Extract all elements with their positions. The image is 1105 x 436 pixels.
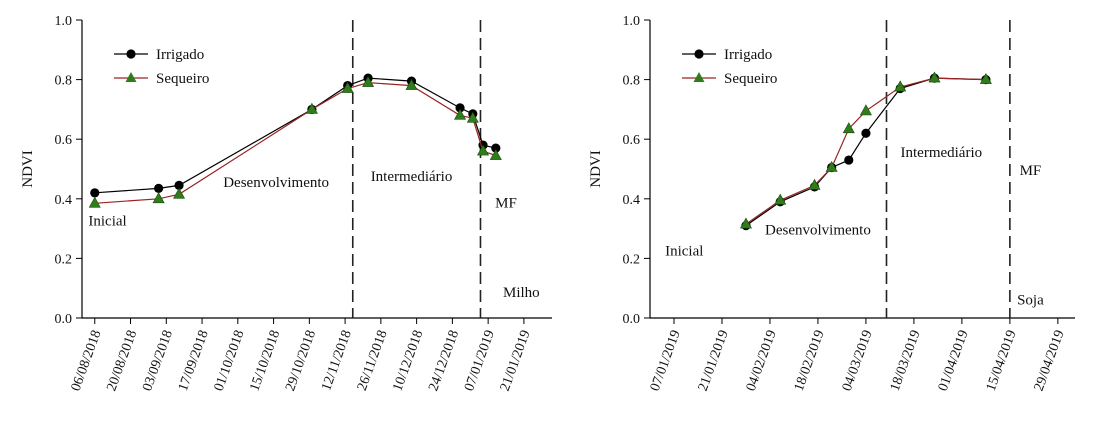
data-point-irrigado <box>174 180 184 190</box>
x-tick-label: 21/01/2019 <box>498 328 534 393</box>
data-point-sequeiro <box>477 144 490 156</box>
data-point-sequeiro <box>489 148 502 160</box>
chart-panel-1: 0.0 0.2 0.4 0.6 0.8 1.0 NDVI 06/08/2018 20/08/20… <box>20 14 552 393</box>
x-tick-label: 15/10/2018 <box>247 328 283 393</box>
data-point-sequeiro <box>808 178 821 190</box>
y-tick-label: 0.4 <box>55 193 73 208</box>
phase-label: Milho <box>503 285 540 301</box>
data-point-irrigado <box>455 103 465 113</box>
data-point-sequeiro <box>88 196 101 208</box>
y-tick-label: 0.8 <box>623 74 641 89</box>
x-tick-label: 06/08/2018 <box>69 328 105 393</box>
x-tick-label: 18/03/2019 <box>888 328 924 393</box>
legend-marker-irrigado <box>126 49 136 59</box>
legend-label: Irrigado <box>724 47 772 63</box>
data-point-sequeiro <box>405 78 418 90</box>
phase-label: Desenvolvimento <box>223 175 329 191</box>
y-axis-label: NDVI <box>20 150 36 188</box>
x-tick-label: 29/10/2018 <box>283 328 319 393</box>
y-tick-label: 0.8 <box>55 74 73 89</box>
data-point-sequeiro <box>454 108 467 120</box>
data-point-irrigado <box>491 143 501 153</box>
legend-marker-sequeiro <box>125 72 137 82</box>
y-tick-label: 0.4 <box>623 193 641 208</box>
x-tick-label: 07/01/2019 <box>462 328 498 393</box>
x-tick-label: 24/12/2018 <box>426 328 462 393</box>
legend-label: Sequeiro <box>156 71 209 87</box>
x-tick-label: 04/02/2019 <box>744 328 780 393</box>
y-tick-label: 0.0 <box>55 312 73 327</box>
phase-label: MF <box>495 196 517 212</box>
x-tick-label: 01/10/2018 <box>212 328 248 393</box>
x-tick-label: 04/03/2019 <box>840 328 876 393</box>
y-tick-label: 1.0 <box>623 14 641 29</box>
legend-label: Sequeiro <box>724 71 777 87</box>
data-point-sequeiro <box>739 217 752 229</box>
y-tick-label: 1.0 <box>55 14 73 29</box>
y-tick-label: 0.2 <box>55 252 73 267</box>
x-tick-label: 15/04/2019 <box>984 328 1020 393</box>
x-tick-label: 17/09/2018 <box>176 328 212 393</box>
data-point-sequeiro <box>152 192 165 204</box>
data-point-sequeiro <box>928 71 941 83</box>
data-point-sequeiro <box>173 187 186 199</box>
chart-panel-2: 0.0 0.2 0.4 0.6 0.8 1.0 NDVI 07/01/2019 21/01/20… <box>588 14 1075 393</box>
data-point-sequeiro <box>859 104 872 116</box>
data-point-irrigado <box>844 155 854 165</box>
data-point-sequeiro <box>825 160 838 172</box>
data-point-sequeiro <box>842 122 855 134</box>
x-tick-label: 01/04/2019 <box>936 328 972 393</box>
y-tick-label: 0.0 <box>623 312 641 327</box>
x-tick-label: 03/09/2018 <box>140 328 176 393</box>
phase-label: Inicial <box>88 214 126 230</box>
x-tick-label: 18/02/2019 <box>792 328 828 393</box>
y-axis-label: NDVI <box>588 150 604 188</box>
y-tick-label: 0.2 <box>623 252 641 267</box>
x-tick-label: 26/11/2018 <box>355 328 391 393</box>
data-point-irrigado <box>861 128 871 138</box>
x-tick-label: 10/12/2018 <box>390 328 426 393</box>
x-tick-label: 07/01/2019 <box>648 328 684 393</box>
legend-marker-irrigado <box>694 49 704 59</box>
data-point-sequeiro <box>894 80 907 92</box>
phase-label: Desenvolvimento <box>765 223 871 239</box>
legend-marker-sequeiro <box>693 72 705 82</box>
x-tick-label: 20/08/2018 <box>104 328 140 393</box>
phase-label: MF <box>1020 163 1042 179</box>
phase-label: Soja <box>1017 293 1044 309</box>
data-point-sequeiro <box>466 111 479 123</box>
data-point-sequeiro <box>305 102 318 114</box>
phase-label: Intermediário <box>901 145 983 161</box>
data-point-irrigado <box>154 183 164 193</box>
legend-label: Irrigado <box>156 47 204 63</box>
data-point-irrigado <box>90 188 100 198</box>
data-point-sequeiro <box>341 81 354 93</box>
x-tick-label: 12/11/2018 <box>319 328 355 393</box>
data-point-sequeiro <box>774 193 787 205</box>
x-tick-label: 21/01/2019 <box>696 328 732 393</box>
x-tick-label: 29/04/2019 <box>1032 328 1068 393</box>
data-point-sequeiro <box>362 75 375 87</box>
data-point-sequeiro <box>979 72 992 84</box>
y-tick-label: 0.6 <box>55 133 73 148</box>
phase-label: Inicial <box>665 243 703 259</box>
phase-label: Intermediário <box>371 169 453 185</box>
y-tick-label: 0.6 <box>623 133 641 148</box>
